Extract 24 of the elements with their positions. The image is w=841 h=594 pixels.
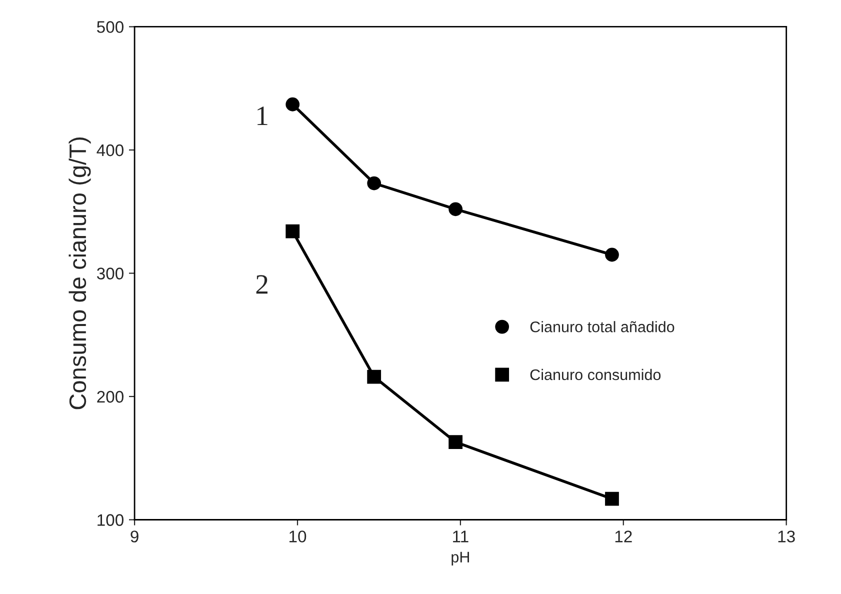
- point: [286, 97, 300, 112]
- y-tick-label: 500: [97, 21, 124, 33]
- x-tick-label: 13: [778, 530, 795, 542]
- y-tick-label: 400: [96, 144, 124, 156]
- x-tick-label: 11: [453, 530, 468, 542]
- point: [286, 224, 300, 238]
- x-tick-label: 10: [290, 530, 306, 542]
- point: [367, 370, 382, 384]
- point: [448, 202, 463, 216]
- point: [605, 248, 619, 262]
- x-tick-label: 12: [615, 530, 632, 542]
- annotation: 2: [256, 275, 268, 294]
- y-tick-label: 200: [97, 390, 124, 403]
- x-tick-label: 9: [130, 530, 138, 542]
- point: [367, 176, 382, 190]
- point: [605, 492, 619, 506]
- legend-label: Cianuro consumido: [530, 368, 661, 380]
- y-tick-label: 300: [96, 268, 124, 280]
- x-axis-title: pH: [452, 552, 469, 566]
- y-tick-label: 100: [98, 514, 124, 526]
- point: [448, 435, 463, 450]
- legend-label: Cianuro total añadido: [530, 321, 674, 332]
- y-axis-title: Consumo de cianuro (g/T): [68, 138, 91, 410]
- annotation: 1: [258, 106, 268, 125]
